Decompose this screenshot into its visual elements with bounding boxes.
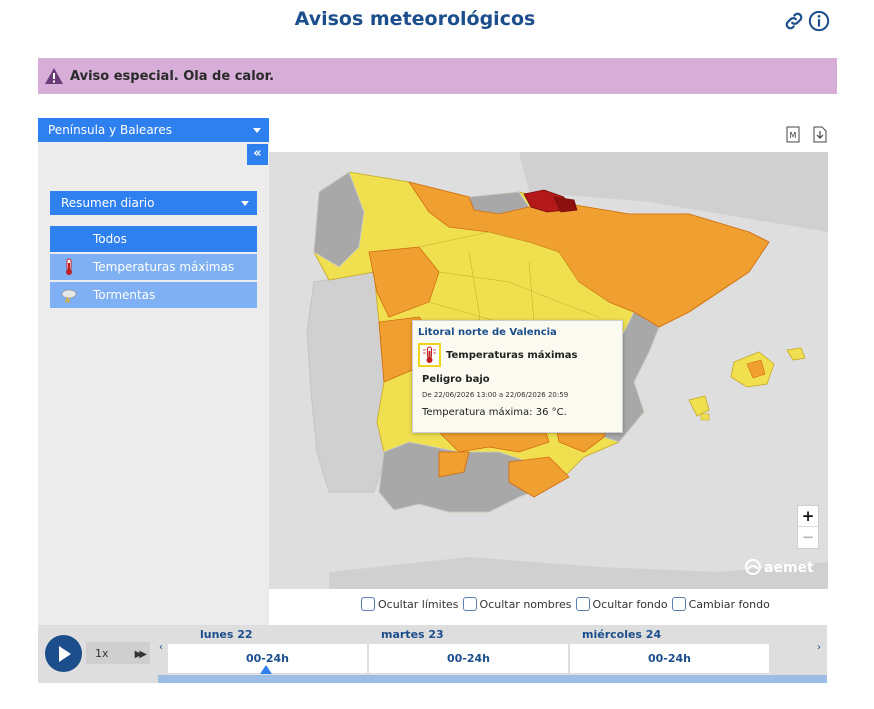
filter-all[interactable]: Todos bbox=[50, 226, 257, 252]
thermometer-icon bbox=[423, 346, 436, 363]
region-select[interactable]: Península y Baleares bbox=[38, 118, 269, 142]
option-label: Ocultar límites bbox=[378, 597, 459, 611]
time-slot[interactable]: 00-24h bbox=[369, 644, 568, 673]
collapse-sidebar-button[interactable]: « bbox=[247, 144, 268, 165]
checkbox[interactable] bbox=[671, 597, 686, 611]
map-legend-icon[interactable]: M bbox=[786, 126, 800, 143]
filter-label: Todos bbox=[93, 232, 127, 246]
option-label: Ocultar fondo bbox=[592, 597, 668, 611]
special-alert-banner[interactable]: Aviso especial. Ola de calor. bbox=[38, 58, 837, 94]
map-options: Ocultar límites Ocultar nombres Ocultar … bbox=[361, 597, 774, 611]
chevron-down-icon bbox=[241, 201, 249, 206]
play-button[interactable] bbox=[45, 635, 82, 672]
filter-label: Temperaturas máximas bbox=[93, 260, 235, 274]
option-hide-limits[interactable]: Ocultar límites bbox=[361, 597, 459, 611]
timeline: 1x ▶▶ ‹ › lunes 22 00-24h martes 23 00-2… bbox=[38, 625, 827, 683]
popup-dates: De 22/06/2026 13:00 a 22/06/2026 20:59 bbox=[422, 391, 569, 399]
timeline-day[interactable]: martes 23 00-24h bbox=[369, 625, 569, 675]
timeline-prev-button[interactable]: ‹ bbox=[159, 642, 163, 653]
aemet-logo: aemet bbox=[744, 557, 818, 577]
option-label: Ocultar nombres bbox=[479, 597, 572, 611]
zoom-controls: + − bbox=[797, 505, 819, 549]
checkbox[interactable] bbox=[361, 597, 375, 611]
fast-forward-icon[interactable]: ▶▶ bbox=[134, 649, 148, 660]
popup-warning-type: Temperaturas máximas bbox=[446, 350, 578, 361]
option-hide-names[interactable]: Ocultar nombres bbox=[462, 597, 572, 611]
speed-control[interactable]: 1x ▶▶ bbox=[86, 642, 150, 664]
thermometer-icon bbox=[66, 258, 72, 275]
warning-icon bbox=[45, 68, 63, 84]
brand-text: aemet bbox=[764, 560, 814, 576]
chevron-down-icon bbox=[253, 128, 261, 133]
storm-cloud-icon bbox=[61, 289, 77, 304]
day-label: martes 23 bbox=[381, 628, 444, 641]
option-change-background[interactable]: Cambiar fondo bbox=[671, 597, 770, 611]
zoom-in-button[interactable]: + bbox=[798, 506, 818, 527]
option-hide-background[interactable]: Ocultar fondo bbox=[575, 597, 668, 611]
region-select-label: Península y Baleares bbox=[48, 123, 172, 137]
day-label: lunes 22 bbox=[200, 628, 253, 641]
popup-icon-box bbox=[418, 343, 441, 367]
sidebar: Península y Baleares « Resumen diario To… bbox=[38, 118, 269, 625]
page-title: Avisos meteorológicos bbox=[294, 8, 536, 30]
popup-detail: Temperatura máxima: 36 °C. bbox=[422, 407, 567, 418]
warning-popup: Litoral norte de Valencia Temperaturas m… bbox=[412, 320, 623, 433]
timeline-scrollbar[interactable] bbox=[158, 675, 827, 683]
filter-label: Tormentas bbox=[93, 288, 156, 302]
summary-select[interactable]: Resumen diario bbox=[50, 191, 257, 215]
option-label: Cambiar fondo bbox=[688, 597, 770, 611]
timeline-day[interactable]: miércoles 24 00-24h bbox=[570, 625, 770, 675]
svg-text:M: M bbox=[790, 131, 797, 140]
checkbox[interactable] bbox=[575, 597, 590, 611]
popup-zone: Litoral norte de Valencia bbox=[418, 327, 557, 338]
zoom-out-button[interactable]: − bbox=[801, 528, 815, 546]
speed-label: 1x bbox=[95, 646, 109, 660]
info-icon[interactable] bbox=[808, 10, 830, 32]
link-icon[interactable] bbox=[783, 10, 805, 32]
timeline-next-button[interactable]: › bbox=[817, 642, 821, 653]
current-time-marker[interactable] bbox=[260, 665, 272, 674]
special-alert-text: Aviso especial. Ola de calor. bbox=[70, 68, 275, 84]
download-icon[interactable] bbox=[813, 126, 827, 143]
time-slot[interactable]: 00-24h bbox=[570, 644, 769, 673]
checkbox[interactable] bbox=[462, 597, 477, 611]
summary-select-label: Resumen diario bbox=[61, 196, 155, 210]
filter-max-temperatures[interactable]: Temperaturas máximas bbox=[50, 254, 257, 280]
filter-storms[interactable]: Tormentas bbox=[50, 282, 257, 308]
day-label: miércoles 24 bbox=[582, 628, 662, 641]
popup-level: Peligro bajo bbox=[422, 374, 490, 385]
